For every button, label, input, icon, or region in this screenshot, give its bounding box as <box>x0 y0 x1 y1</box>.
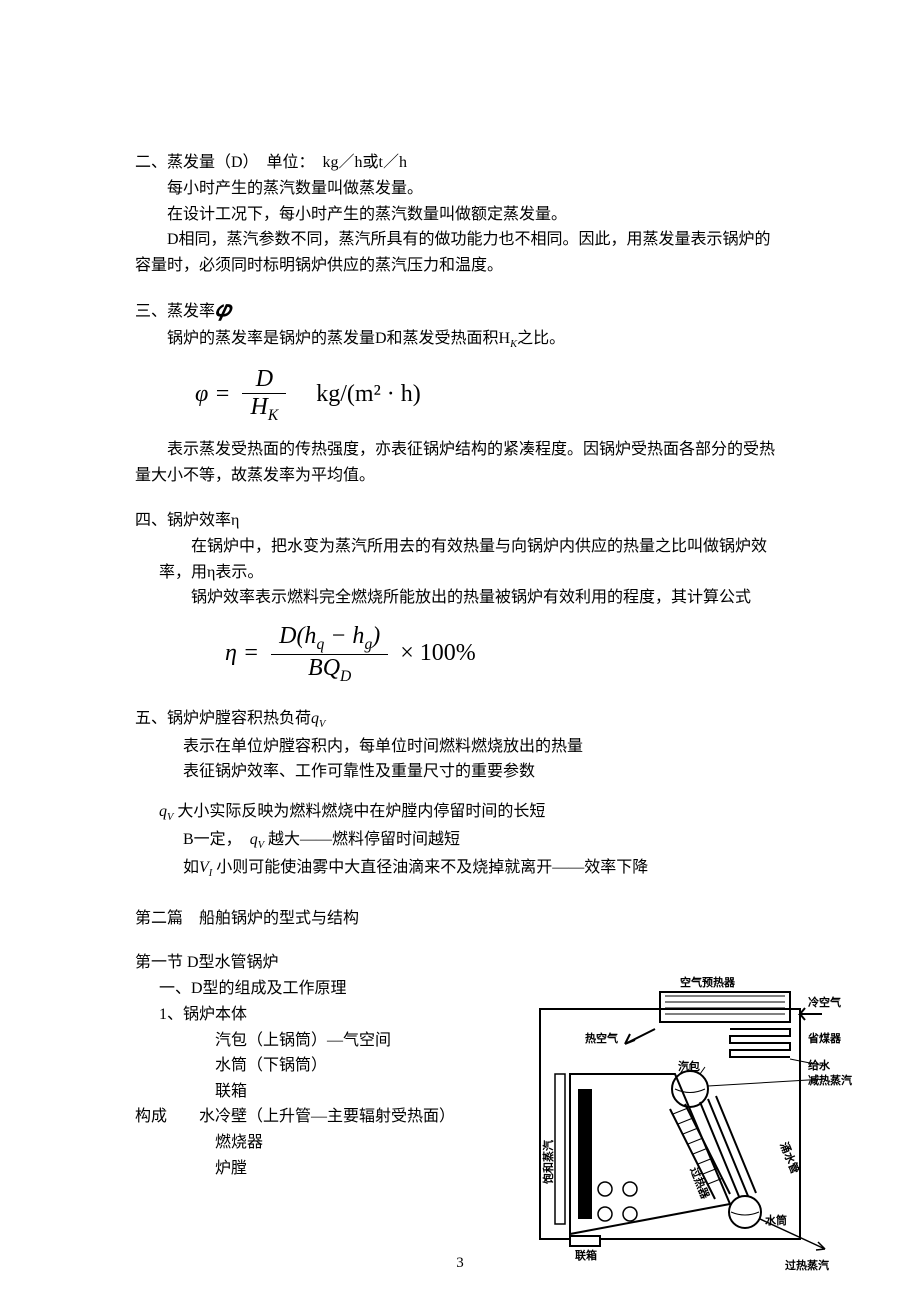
formula-eta-tail: × 100% <box>400 640 476 666</box>
formula-phi-den-sub: K <box>268 407 278 424</box>
diag-label-cold-air: 冷空气 <box>808 995 841 1009</box>
formula-eta-den: BQD <box>271 655 388 686</box>
section-5-l5-text: 小则可能使油雾中大直径油滴来不及烧掉就离开——效率下降 <box>212 859 648 876</box>
formula-eta-num-pre: D(h <box>279 623 316 649</box>
page-number: 3 <box>456 1255 464 1272</box>
section-5-line-2: 表征锅炉效率、工作可靠性及重量尺寸的重要参数 <box>183 759 785 785</box>
diag-label-steam-drum: 汽包 <box>678 1059 700 1073</box>
section-5-l3-var: q <box>159 803 167 820</box>
section-2-line-2: 在设计工况下，每小时产生的蒸汽数量叫做额定蒸发量。 <box>135 202 785 228</box>
formula-phi-eq: = <box>214 381 230 407</box>
diag-label-water-wall: 水冷壁 <box>579 1141 593 1174</box>
chapter-1-title: 第一节 D型水管锅炉 <box>135 948 785 972</box>
diag-label-economizer: 省煤器 <box>807 1031 842 1045</box>
section-2-title: 二、蒸发量（D） 单位： kg／h或t／h <box>135 148 785 172</box>
formula-phi-num: D <box>242 366 286 394</box>
section-5-line-5: 如VI 小则可能使油雾中大直径油滴来不及烧掉就离开——效率下降 <box>183 855 785 883</box>
section-5-l4-text: 越大——燃料停留时间越短 <box>264 831 460 848</box>
formula-eta-den-sub: D <box>340 668 351 685</box>
diag-label-superheated-steam: 过热蒸汽 <box>785 1258 829 1272</box>
formula-eta-lhs: η <box>225 640 237 666</box>
chapter-1-group-item1: 水冷壁（上升管—主要辐射受热面） <box>199 1108 455 1125</box>
section-5-title-pre: 五、锅炉炉膛容积热负荷 <box>135 710 311 727</box>
formula-eta-num: D(hq − hg) <box>271 623 388 655</box>
section-2-line-3: D相同，蒸汽参数不同，蒸汽所具有的做功能力也不相同。因此，用蒸发量表示锅炉的容量… <box>135 227 785 278</box>
diag-label-header: 联箱 <box>575 1248 597 1262</box>
section-4-line-1: 在锅炉中，把水变为蒸汽所用去的有效热量与向锅炉内供应的热量之比叫做锅炉效率，用η… <box>159 534 785 585</box>
section-3-line-1-text: 锅炉的蒸发率是锅炉的蒸发量D和蒸发受热面积H <box>167 330 510 347</box>
diag-label-hot-air: 热空气 <box>585 1031 618 1045</box>
formula-phi: φ = D HK kg/(m² · h) <box>195 366 785 425</box>
formula-phi-frac: D HK <box>242 366 286 425</box>
section-5-line-3: qV 大小实际反映为燃料燃烧中在炉膛内停留时间的长短 <box>159 799 785 827</box>
section-3-line-1-post: 之比。 <box>517 330 565 347</box>
section-5-l4-pre: B一定， <box>183 831 250 848</box>
formula-phi-den: HK <box>242 394 286 425</box>
section-3-title: 三、蒸发率𝜑 <box>135 296 785 322</box>
section-5-title-sub: V <box>319 719 325 730</box>
formula-phi-den-base: H <box>250 394 267 420</box>
section-5-l5-pre: 如 <box>183 859 199 876</box>
diag-label-downcomer: 涌水管 <box>777 1140 802 1176</box>
section-2-line-1: 每小时产生的蒸汽数量叫做蒸发量。 <box>135 176 785 202</box>
diag-label-water-drum: 水筒 <box>765 1213 787 1227</box>
section-3-line-1: 锅炉的蒸发率是锅炉的蒸发量D和蒸发受热面积HK之比。 <box>135 326 785 354</box>
phi-symbol: 𝜑 <box>215 296 231 321</box>
formula-eta: η = D(hq − hg) BQD × 100% <box>225 623 785 686</box>
formula-eta-den-pre: BQ <box>308 655 340 681</box>
section-5-title: 五、锅炉炉膛容积热负荷qV <box>135 704 785 730</box>
section-5-title-var: q <box>311 710 319 727</box>
section-5-l5-var: V <box>199 859 209 876</box>
formula-eta-num-mid: − h <box>324 623 364 649</box>
formula-phi-unit: kg/(m² · h) <box>316 381 421 407</box>
section-3-para-2: 表示蒸发受热面的传热强度，亦表征锅炉结构的紧凑程度。因锅炉受热面各部分的受热量大… <box>135 437 785 488</box>
chapter-1-group-label: 构成 <box>135 1108 167 1125</box>
diag-label-air-preheater: 空气预热器 <box>680 975 736 989</box>
boiler-diagram: 空气预热器 冷空气 热空气 省煤器 给水 减热蒸汽 汽包 水冷壁 饱和蒸汽 涌水… <box>530 974 860 1274</box>
part-2-title: 第二篇 船舶锅炉的型式与结构 <box>135 904 785 928</box>
section-5-line-4: B一定， qV 越大——燃料停留时间越短 <box>183 827 785 855</box>
section-5-l3-text: 大小实际反映为燃料燃烧中在炉膛内停留时间的长短 <box>173 803 545 820</box>
formula-phi-lhs: φ <box>195 381 208 407</box>
section-5-line-1: 表示在单位炉膛容积内，每单位时间燃料燃烧放出的热量 <box>183 734 785 760</box>
section-5-l4-var: q <box>250 831 258 848</box>
section-4-line-2: 锅炉效率表示燃料完全燃烧所能放出的热量被锅炉有效利用的程度，其计算公式 <box>159 585 785 611</box>
formula-eta-num-post: ) <box>372 623 380 649</box>
section-4-title: 四、锅炉效率η <box>135 506 785 530</box>
formula-eta-eq: = <box>243 640 259 666</box>
diag-label-saturated-steam: 饱和蒸汽 <box>541 1140 555 1184</box>
formula-eta-frac: D(hq − hg) BQD <box>271 623 388 686</box>
section-3-title-pre: 三、蒸发率 <box>135 303 215 320</box>
